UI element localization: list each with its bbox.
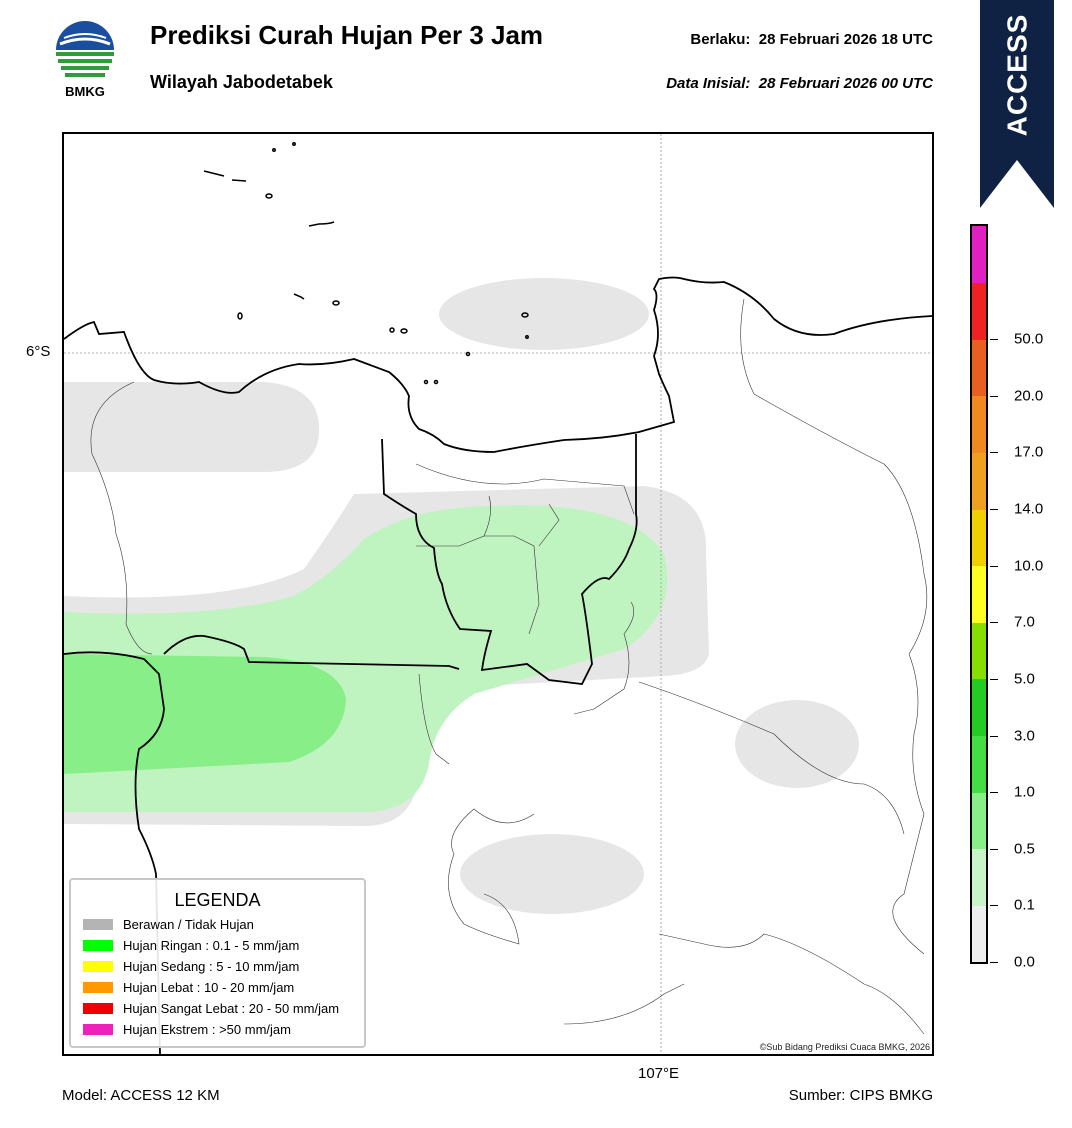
legend-label: Hujan Sedang : 5 - 10 mm/jam (123, 958, 300, 974)
legend-swatch (83, 960, 113, 972)
district-boundaries (90, 298, 928, 1035)
coastline (64, 276, 932, 453)
legend-item-moderate-rain: Hujan Sedang : 5 - 10 mm/jam (83, 958, 299, 974)
legend-item-very-heavy-rain: Hujan Sangat Lebat : 20 - 50 mm/jam (83, 1000, 339, 1016)
region-subtitle: Wilayah Jabodetabek (150, 72, 333, 92)
colorbar-tick (990, 848, 998, 850)
colorbar-tick (990, 622, 998, 624)
legend-title: LEGENDA (174, 890, 261, 910)
legend-label: Hujan Sangat Lebat : 20 - 50 mm/jam (123, 1000, 340, 1016)
valid-time: Berlaku: 28 Februari 2026 18 UTC (690, 31, 933, 48)
legend-item-cloud: Berawan / Tidak Hujan (83, 916, 254, 932)
rainfall-map: LEGENDA Berawan / Tidak Hujan Hujan Ring… (62, 132, 934, 1056)
latitude-label: 6°S (26, 343, 51, 360)
province-border (64, 434, 638, 1054)
colorbar-tick-label: 17.0 (1014, 443, 1044, 461)
legend-item-heavy-rain: Hujan Lebat : 10 - 20 mm/jam (83, 979, 294, 995)
data-source: Sumber: CIPS BMKG (788, 1087, 933, 1104)
colorbar-tick-label: 50.0 (1014, 330, 1044, 348)
colorbar-tick (990, 452, 998, 454)
banner-ribbon-icon (980, 0, 1054, 208)
init-label: Data Inisial: (666, 75, 751, 92)
colorbar-tick (990, 678, 998, 680)
colorbar-segment (972, 735, 986, 793)
valid-label: Berlaku: (690, 31, 751, 48)
colorbar-tick-label: 7.0 (1014, 613, 1035, 631)
map-credit: ©Sub Bidang Prediksi Cuaca BMKG, 2026 (759, 1042, 930, 1052)
colorbar-tick (990, 509, 998, 511)
colorbar-tick-label: 0.1 (1014, 896, 1035, 914)
init-time: Data Inisial: 28 Februari 2026 00 UTC (666, 75, 933, 92)
legend-item-light-rain: Hujan Ringan : 0.1 - 5 mm/jam (83, 937, 299, 953)
colorbar-segment (972, 905, 986, 963)
colorbar-segment (972, 452, 986, 510)
colorbar-segment (972, 282, 986, 340)
colorbar-tick-label: 0.5 (1014, 840, 1035, 858)
legend-label: Berawan / Tidak Hujan (123, 916, 254, 932)
valid-value: 28 Februari 2026 18 UTC (758, 31, 933, 48)
model-info: Model: ACCESS 12 KM (62, 1087, 220, 1104)
legend-label: Hujan Ekstrem : >50 mm/jam (123, 1021, 291, 1037)
colorbar-segment (972, 509, 986, 567)
longitude-label: 107°E (638, 1065, 680, 1082)
colorbar-tick (990, 735, 998, 737)
map-canvas (64, 134, 932, 1054)
page-title: Prediksi Curah Hujan Per 3 Jam (150, 20, 544, 50)
thousand-islands (203, 142, 529, 385)
colorbar-tick-label: 10.0 (1014, 557, 1044, 575)
legend-item-extreme-rain: Hujan Ekstrem : >50 mm/jam (83, 1021, 291, 1037)
bmkg-logo: BMKG (52, 20, 118, 102)
light-rain-05-area (64, 654, 346, 774)
map-legend: LEGENDA Berawan / Tidak Hujan Hujan Ring… (69, 878, 366, 1048)
colorbar-tick-label: 1.0 (1014, 783, 1035, 801)
legend-swatch (83, 918, 113, 930)
legend-label: Hujan Ringan : 0.1 - 5 mm/jam (123, 937, 300, 953)
colorbar-segment (972, 622, 986, 680)
model-banner: ACCESS (980, 0, 1054, 208)
legend-swatch (83, 1023, 113, 1035)
colorbar-tick (990, 962, 998, 963)
colorbar-segment (972, 678, 986, 737)
colorbar-tick (990, 905, 998, 907)
colorbar-segment (972, 226, 986, 284)
colorbar-tick-label: 0.0 (1014, 953, 1035, 971)
colorbar-tick-label: 14.0 (1014, 500, 1044, 518)
legend-swatch (83, 939, 113, 951)
colorbar-tick (990, 395, 998, 397)
colorbar-tick-label: 5.0 (1014, 670, 1035, 688)
colorbar-tick (990, 339, 998, 341)
logo-label: BMKG (65, 84, 105, 99)
colorbar-segment (972, 339, 986, 397)
colorbar-segment (972, 565, 986, 623)
legend-label: Hujan Lebat : 10 - 20 mm/jam (123, 979, 295, 995)
colorbar-segment (972, 848, 986, 906)
colorbar (970, 224, 988, 964)
legend-swatch (83, 1002, 113, 1014)
colorbar-tick-label: 3.0 (1014, 727, 1035, 745)
legend-swatch (83, 981, 113, 993)
banner-label: ACCESS (1001, 13, 1033, 137)
bmkg-emblem-icon (56, 21, 114, 77)
graticule (64, 134, 932, 1054)
colorbar-segment (972, 792, 986, 850)
init-value: 28 Februari 2026 00 UTC (758, 75, 933, 92)
colorbar-tick (990, 565, 998, 567)
colorbar-tick-label: 20.0 (1014, 387, 1044, 405)
colorbar-tick (990, 792, 998, 794)
colorbar-segment (972, 395, 986, 453)
